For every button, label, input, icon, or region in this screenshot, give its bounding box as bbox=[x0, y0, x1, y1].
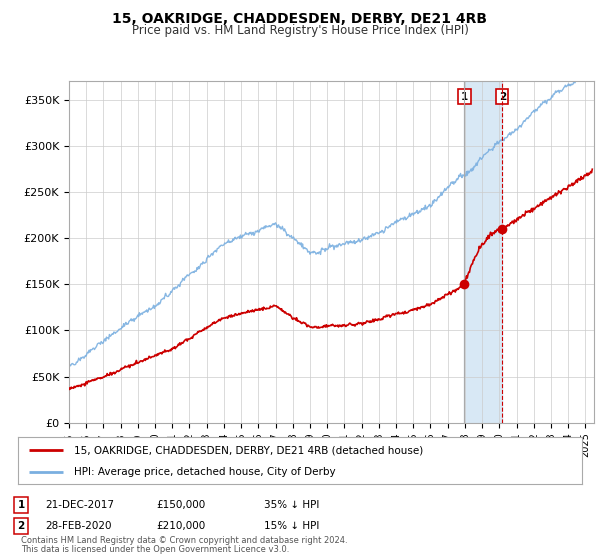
Text: 1: 1 bbox=[461, 92, 468, 101]
Text: £210,000: £210,000 bbox=[156, 521, 205, 531]
Text: 15, OAKRIDGE, CHADDESDEN, DERBY, DE21 4RB (detached house): 15, OAKRIDGE, CHADDESDEN, DERBY, DE21 4R… bbox=[74, 445, 424, 455]
Text: 15, OAKRIDGE, CHADDESDEN, DERBY, DE21 4RB: 15, OAKRIDGE, CHADDESDEN, DERBY, DE21 4R… bbox=[113, 12, 487, 26]
Text: Contains HM Land Registry data © Crown copyright and database right 2024.: Contains HM Land Registry data © Crown c… bbox=[21, 536, 347, 545]
Text: Price paid vs. HM Land Registry's House Price Index (HPI): Price paid vs. HM Land Registry's House … bbox=[131, 24, 469, 36]
Text: 15% ↓ HPI: 15% ↓ HPI bbox=[264, 521, 319, 531]
Text: 1: 1 bbox=[17, 500, 25, 510]
Text: 2: 2 bbox=[17, 521, 25, 531]
Text: 35% ↓ HPI: 35% ↓ HPI bbox=[264, 500, 319, 510]
Text: 2: 2 bbox=[499, 92, 506, 101]
Text: 21-DEC-2017: 21-DEC-2017 bbox=[45, 500, 114, 510]
Text: This data is licensed under the Open Government Licence v3.0.: This data is licensed under the Open Gov… bbox=[21, 545, 289, 554]
Text: HPI: Average price, detached house, City of Derby: HPI: Average price, detached house, City… bbox=[74, 467, 336, 477]
Text: 28-FEB-2020: 28-FEB-2020 bbox=[45, 521, 112, 531]
Bar bbox=[464, 81, 502, 423]
Text: £150,000: £150,000 bbox=[156, 500, 205, 510]
